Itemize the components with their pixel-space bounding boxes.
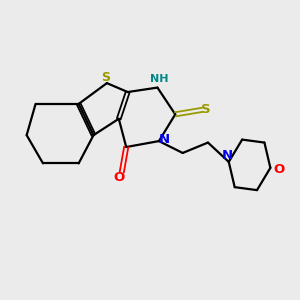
Text: O: O bbox=[113, 171, 124, 184]
Text: S: S bbox=[101, 71, 110, 84]
Text: O: O bbox=[273, 163, 284, 176]
Text: S: S bbox=[201, 103, 210, 116]
Text: NH: NH bbox=[150, 74, 168, 84]
Text: N: N bbox=[159, 133, 170, 146]
Text: N: N bbox=[222, 149, 233, 162]
